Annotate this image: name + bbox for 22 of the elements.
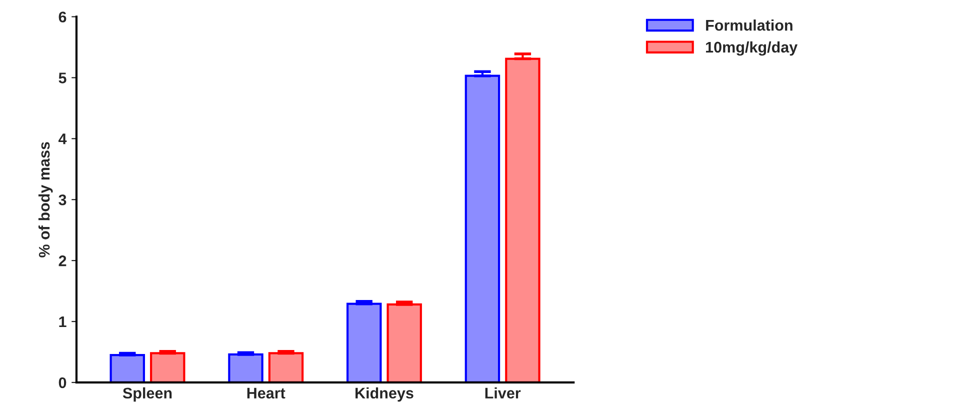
bar (505, 58, 540, 382)
bar (346, 302, 382, 382)
bar (268, 352, 304, 382)
bar (386, 303, 422, 382)
bar (464, 74, 500, 382)
bar (228, 353, 264, 382)
bar (110, 354, 145, 382)
y-tick-label: 0 (58, 377, 66, 388)
x-tick-label: Kidneys (356, 387, 414, 402)
y-axis-title: % of body mass (38, 142, 53, 258)
legend-label: Formulation (706, 20, 792, 31)
y-tick-label: 5 (58, 72, 66, 84)
y-tick-label: 1 (59, 316, 66, 328)
legend-label: 10mg/kg/day (706, 41, 798, 56)
y-tick-label: 2 (58, 255, 66, 266)
y-tick-label: 6 (58, 12, 66, 22)
y-tick-label: 3 (58, 194, 66, 206)
x-tick-label: Heart (247, 388, 286, 399)
x-tick-label: Spleen (122, 387, 172, 402)
y-tick-label: 4 (58, 134, 67, 144)
x-tick-label: Liver (485, 387, 521, 399)
bar (150, 352, 186, 382)
